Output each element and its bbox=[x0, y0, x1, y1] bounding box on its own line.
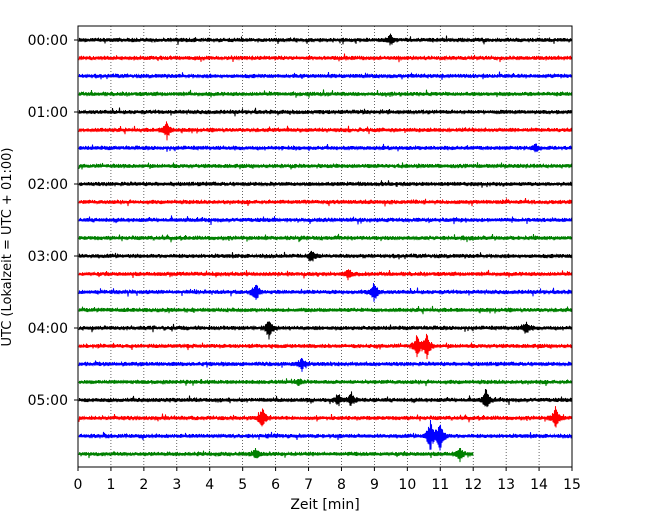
x-tick-label: 8 bbox=[337, 477, 346, 493]
trace-line-0245 bbox=[78, 233, 573, 243]
plot-frame bbox=[77, 25, 573, 468]
trace-line-0130 bbox=[78, 143, 573, 153]
y-axis-ticks: 00:00 01:00 02:00 03:00 04:00 05:00 bbox=[28, 33, 78, 409]
trace-line-0330 bbox=[78, 282, 573, 302]
trace-line-0300 bbox=[78, 250, 573, 262]
y-tick-label: 04:00 bbox=[28, 321, 68, 337]
trace-line-0500 bbox=[78, 388, 573, 408]
x-tick-label: 14 bbox=[530, 477, 548, 493]
trace-line-0215 bbox=[78, 198, 573, 207]
trace-series bbox=[78, 33, 573, 463]
trace-line-0415 bbox=[78, 333, 573, 360]
trace-line-0115 bbox=[78, 121, 573, 141]
x-tick-label: 12 bbox=[464, 477, 482, 493]
y-tick-label: 01:00 bbox=[28, 105, 68, 121]
trace-line-0145 bbox=[78, 162, 573, 170]
trace-line-0045 bbox=[78, 89, 573, 98]
x-tick-label: 15 bbox=[563, 477, 581, 493]
trace-line-0315 bbox=[78, 269, 573, 281]
trace-line-0445 bbox=[78, 378, 573, 387]
y-tick-label: 03:00 bbox=[28, 249, 68, 265]
trace-line-0000 bbox=[78, 33, 573, 46]
x-tick-label: 10 bbox=[398, 477, 416, 493]
trace-line-0345 bbox=[78, 305, 573, 315]
x-tick-label: 2 bbox=[139, 477, 148, 493]
x-tick-label: 7 bbox=[304, 477, 313, 493]
y-tick-label: 05:00 bbox=[28, 393, 68, 409]
trace-line-0200 bbox=[78, 180, 573, 188]
trace-line-0100 bbox=[78, 107, 573, 117]
x-tick-label: 5 bbox=[238, 477, 247, 493]
trace-line-0515 bbox=[78, 406, 573, 428]
y-tick-label: 02:00 bbox=[28, 177, 68, 193]
x-tick-label: 11 bbox=[431, 477, 449, 493]
trace-line-0030 bbox=[78, 71, 573, 80]
trace-line-0430 bbox=[78, 357, 573, 372]
trace-line-0230 bbox=[78, 215, 573, 225]
x-tick-label: 9 bbox=[370, 477, 379, 493]
trace-line-0015 bbox=[78, 53, 573, 63]
trace-line-0530 bbox=[78, 419, 573, 451]
x-tick-label: 3 bbox=[172, 477, 181, 493]
trace-line-0545 bbox=[78, 447, 474, 463]
y-tick-label: 00:00 bbox=[28, 33, 68, 49]
x-tick-label: 0 bbox=[74, 477, 83, 493]
y-axis-label: UTC (Lokalzeit = UTC + 01:00) bbox=[0, 148, 15, 347]
x-tick-label: 4 bbox=[205, 477, 214, 493]
x-tick-label: 1 bbox=[106, 477, 115, 493]
trace-line-0400 bbox=[78, 321, 573, 340]
x-axis-label: Zeit [min] bbox=[290, 497, 359, 513]
x-tick-label: 6 bbox=[271, 477, 280, 493]
x-axis-ticks: 0 1 2 3 4 5 6 7 8 9 10 11 12 13 14 15 bbox=[74, 467, 581, 493]
x-tick-label: 13 bbox=[497, 477, 515, 493]
